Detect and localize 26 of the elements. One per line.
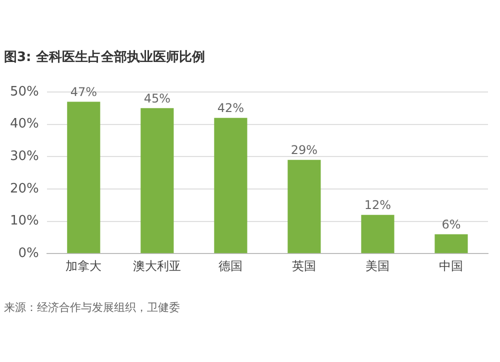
data-label: 45% bbox=[144, 91, 171, 106]
bar bbox=[434, 234, 468, 254]
data-label: 47% bbox=[70, 84, 97, 99]
x-tick-label: 澳大利亚 bbox=[133, 258, 182, 273]
y-tick-label: 10% bbox=[10, 214, 39, 229]
data-label: 42% bbox=[217, 100, 244, 115]
x-tick-label: 加拿大 bbox=[66, 258, 102, 273]
bar bbox=[361, 214, 394, 254]
bar bbox=[214, 118, 248, 254]
x-tick-label: 中国 bbox=[439, 258, 464, 273]
x-tick-label: 英国 bbox=[292, 258, 316, 273]
y-tick-label: 40% bbox=[10, 116, 39, 132]
data-label: 29% bbox=[290, 142, 318, 157]
y-tick-label: 0% bbox=[18, 246, 39, 261]
data-label: 12% bbox=[364, 198, 392, 212]
bar bbox=[140, 108, 174, 254]
y-tick-label: 20% bbox=[10, 181, 39, 196]
chart-title: 图3: 全科医生占全部执业医师比例 bbox=[4, 48, 205, 66]
data-label: 6% bbox=[442, 217, 461, 232]
bar bbox=[288, 160, 321, 254]
x-tick-label: 德国 bbox=[218, 258, 243, 273]
y-tick-label: 30% bbox=[10, 149, 39, 164]
x-tick-label: 美国 bbox=[366, 258, 390, 273]
source-note: 来源：经济合作与发展组织，卫健委 bbox=[4, 300, 180, 315]
bar bbox=[67, 102, 100, 254]
y-tick-label: 50% bbox=[10, 84, 39, 100]
